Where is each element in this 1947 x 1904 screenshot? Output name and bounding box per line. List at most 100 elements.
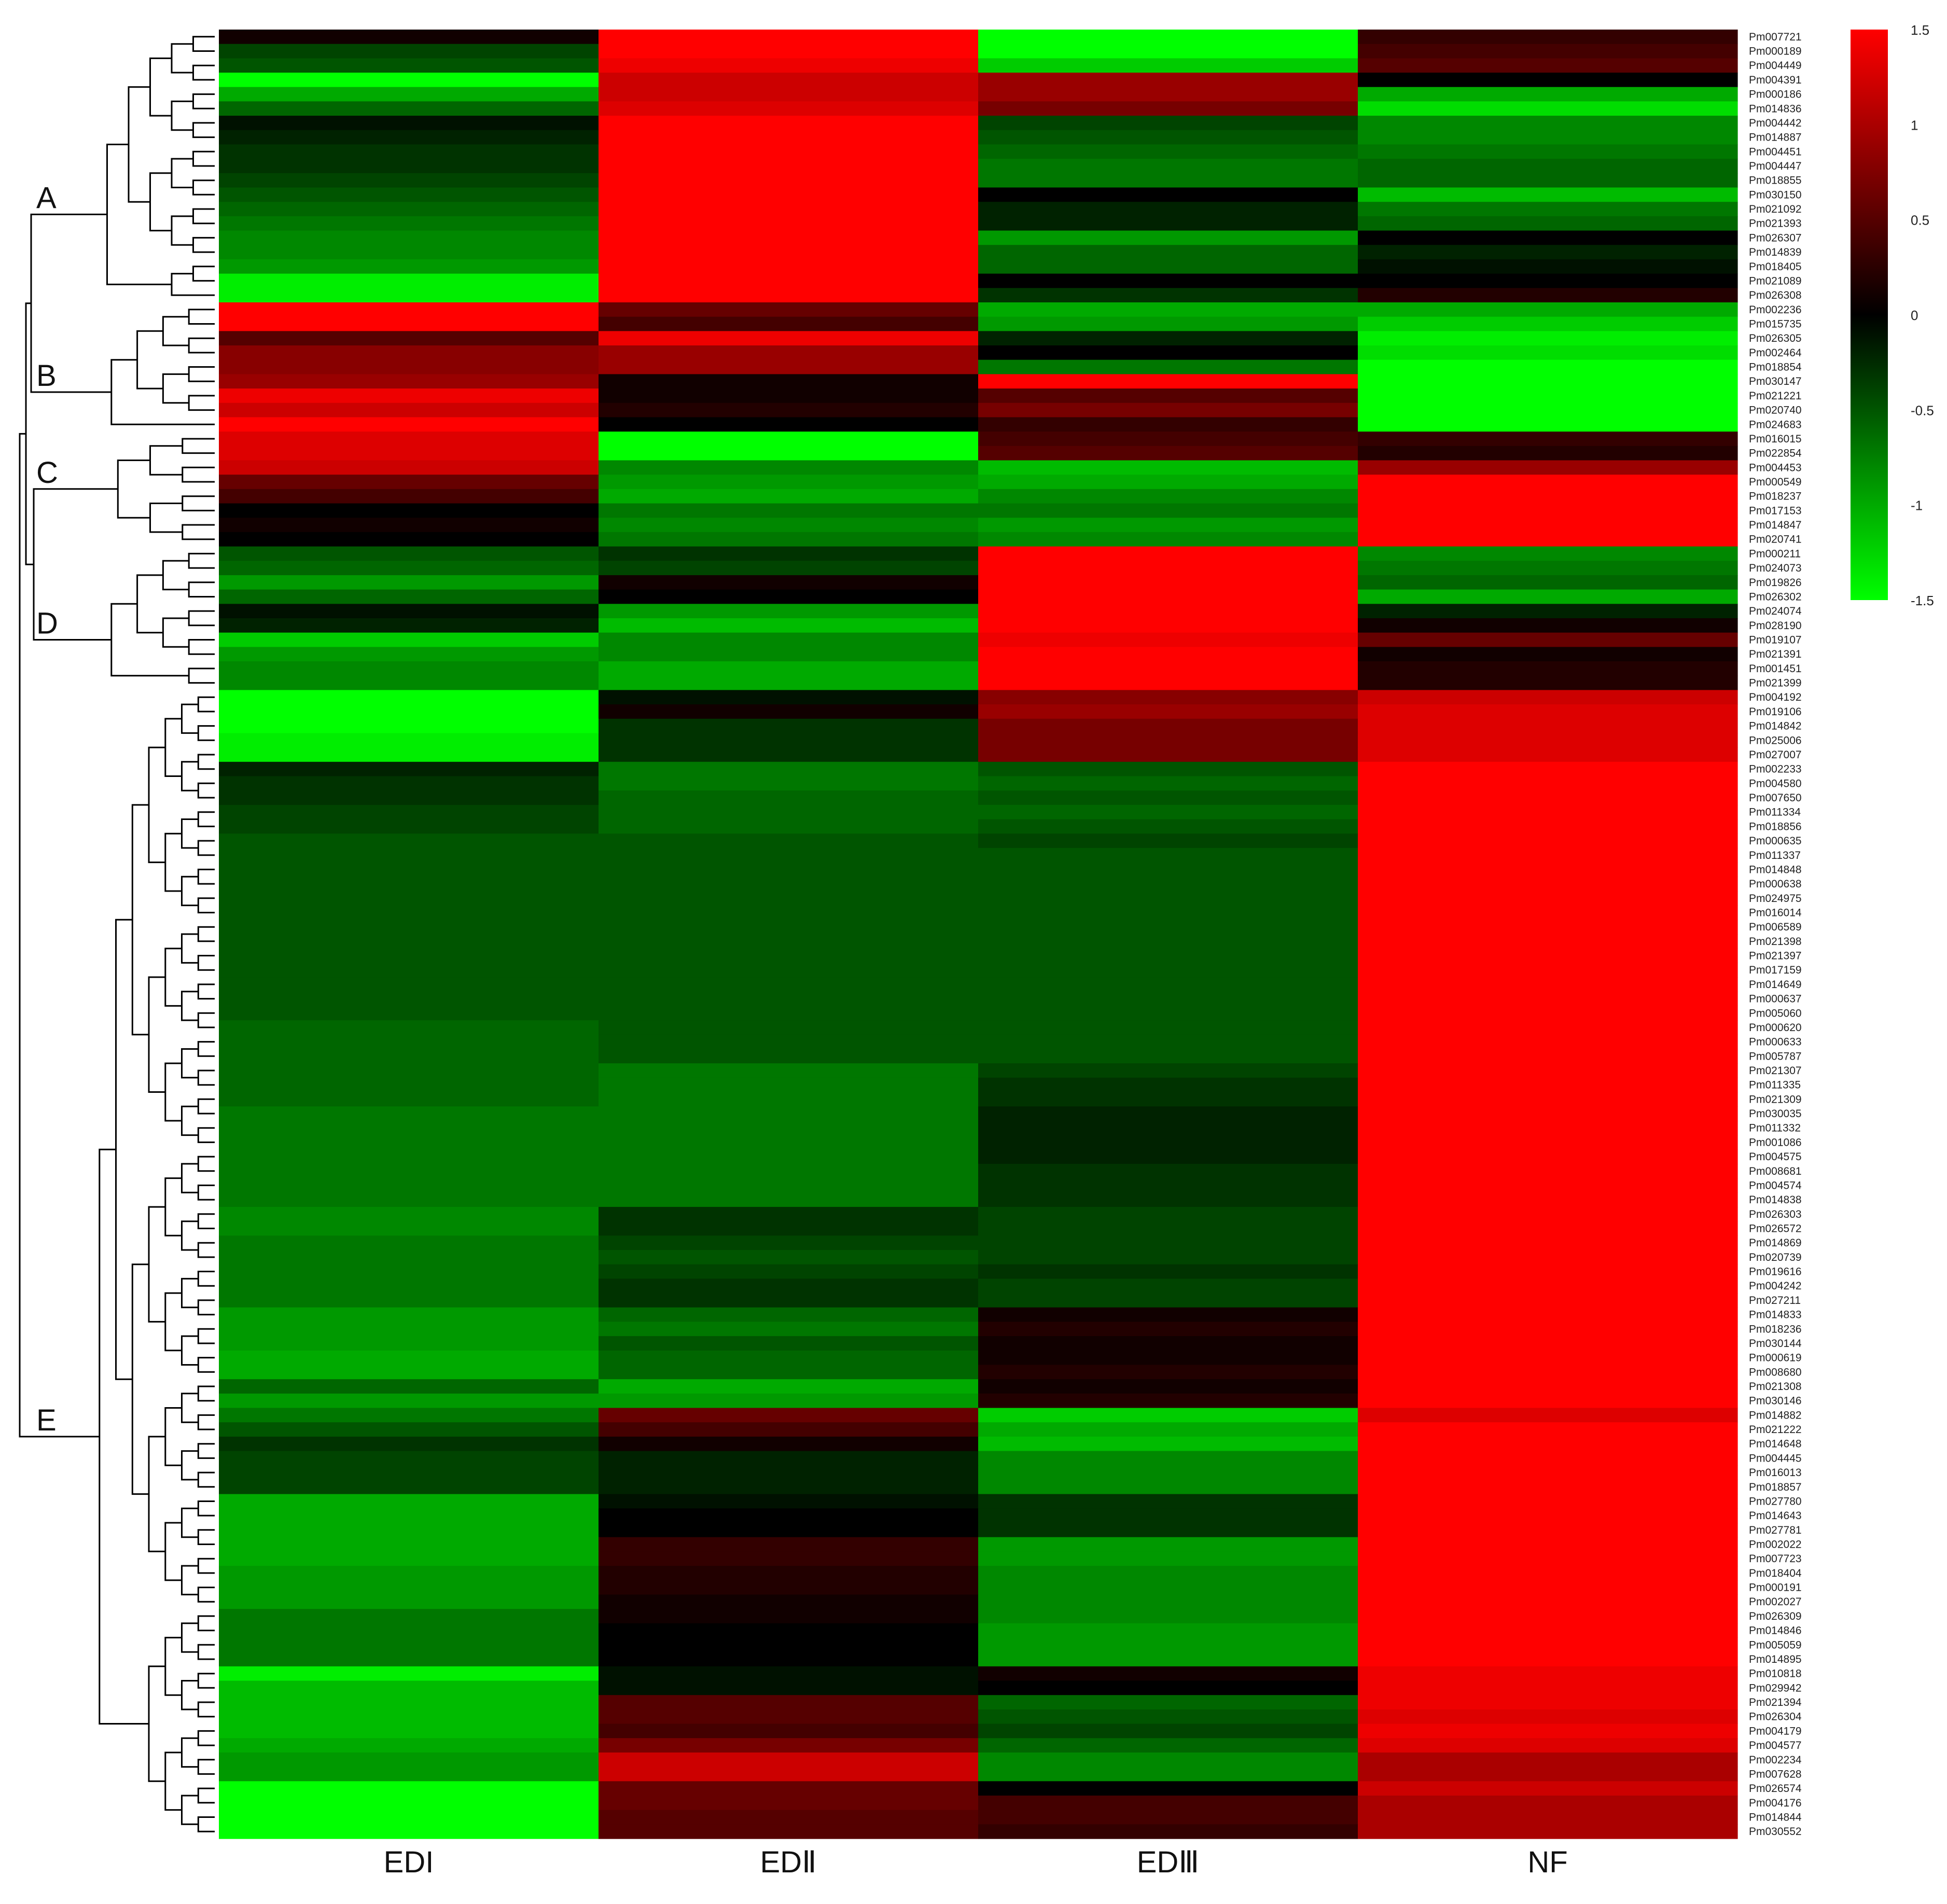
heatmap-cell <box>1358 1709 1738 1725</box>
heatmap-cell <box>599 1580 979 1595</box>
heatmap-cell <box>219 173 599 188</box>
heatmap-cell <box>978 44 1358 59</box>
heatmap-cell <box>978 862 1358 877</box>
heatmap-cell <box>599 589 979 604</box>
heatmap-cell <box>219 1465 599 1480</box>
heatmap-cell <box>978 1508 1358 1523</box>
heatmap-cell <box>599 159 979 174</box>
heatmap-cell <box>1358 475 1738 490</box>
heatmap-cell <box>1358 905 1738 920</box>
heatmap-cell <box>599 116 979 131</box>
heatmap-cell <box>1358 101 1738 116</box>
color-scale-tick: -1.5 <box>1911 593 1934 608</box>
heatmap-cell <box>1358 1293 1738 1308</box>
heatmap-cell <box>599 647 979 662</box>
gene-label: Pm005060 <box>1749 1007 1802 1019</box>
heatmap-cell <box>1358 316 1738 331</box>
gene-label: Pm030144 <box>1749 1338 1802 1350</box>
heatmap-cell <box>1358 1738 1738 1753</box>
gene-label: Pm004179 <box>1749 1725 1802 1737</box>
heatmap-cell <box>219 948 599 963</box>
gene-label: Pm014882 <box>1749 1409 1802 1421</box>
gene-label: Pm024683 <box>1749 419 1802 430</box>
heatmap-cell <box>978 73 1358 88</box>
heatmap-cell <box>219 87 599 102</box>
heatmap-cell <box>219 1020 599 1035</box>
heatmap-cell <box>219 747 599 762</box>
cluster-label: C <box>36 456 58 490</box>
heatmap-cell <box>219 532 599 547</box>
heatmap-cell <box>599 58 979 73</box>
heatmap-cell <box>978 1206 1358 1222</box>
heatmap-cell <box>599 216 979 231</box>
heatmap-cell <box>978 1580 1358 1595</box>
heatmap-cell <box>1358 1221 1738 1236</box>
heatmap-cell <box>599 1609 979 1624</box>
heatmap-cell <box>219 1178 599 1193</box>
heatmap-cell <box>219 733 599 748</box>
heatmap-cell <box>219 446 599 461</box>
heatmap-cell <box>599 331 979 346</box>
heatmap-cell <box>978 1063 1358 1078</box>
gene-label: Pm018404 <box>1749 1567 1802 1579</box>
heatmap-cell <box>599 1350 979 1366</box>
heatmap-cell <box>978 1278 1358 1294</box>
heatmap-cell <box>219 1293 599 1308</box>
heatmap-cell <box>1358 417 1738 432</box>
heatmap-cell <box>1358 1652 1738 1667</box>
heatmap-cell <box>978 1666 1358 1681</box>
gene-labels: Pm007721 Pm000189 Pm004449 Pm004391 Pm000186… <box>1749 31 1802 1838</box>
heatmap-cell <box>978 417 1358 432</box>
heatmap-cell <box>978 1106 1358 1121</box>
heatmap-cell <box>219 776 599 791</box>
gene-label: Pm020739 <box>1749 1252 1802 1263</box>
heatmap-cell <box>219 1451 599 1466</box>
color-scale-legend: 1.5 1 0.5 0 -0.5 -1 -1.5 <box>1851 22 1934 608</box>
heatmap-cell <box>599 1695 979 1710</box>
gene-label: Pm002234 <box>1749 1754 1802 1766</box>
heatmap-cell <box>1358 1824 1738 1839</box>
heatmap-cell <box>219 1077 599 1093</box>
heatmap-cell <box>599 1307 979 1323</box>
heatmap-cell <box>599 1508 979 1523</box>
heatmap-cell <box>219 1709 599 1725</box>
heatmap-cell <box>219 589 599 604</box>
heatmap-cell <box>599 690 979 705</box>
cluster-label: D <box>36 607 58 641</box>
heatmap-cell <box>219 216 599 231</box>
heatmap-cell <box>978 216 1358 231</box>
gene-label: Pm004453 <box>1749 462 1802 474</box>
heatmap-cell <box>1358 1465 1738 1480</box>
heatmap-cell <box>599 288 979 303</box>
gene-label: Pm004176 <box>1749 1797 1802 1809</box>
heatmap-cell <box>978 432 1358 447</box>
heatmap-cell <box>1358 1479 1738 1495</box>
gene-label: Pm018237 <box>1749 491 1802 503</box>
heatmap-cell <box>599 30 979 45</box>
heatmap-cell <box>1358 1680 1738 1695</box>
gene-label: Pm026302 <box>1749 591 1802 603</box>
heatmap-cell <box>1358 503 1738 518</box>
heatmap-cell <box>1358 388 1738 404</box>
heatmap-cell <box>978 187 1358 202</box>
gene-label: Pm020741 <box>1749 534 1802 546</box>
gene-label: Pm000637 <box>1749 993 1802 1005</box>
heatmap-cell <box>978 159 1358 174</box>
gene-label: Pm002022 <box>1749 1539 1802 1551</box>
heatmap-cell <box>599 1451 979 1466</box>
heatmap-cell <box>978 1192 1358 1207</box>
heatmap-cell <box>599 1063 979 1078</box>
heatmap-cell <box>219 877 599 892</box>
heatmap-cell <box>219 1422 599 1437</box>
heatmap-cell <box>599 273 979 288</box>
gene-label: Pm000189 <box>1749 46 1802 58</box>
heatmap-cell <box>219 1379 599 1394</box>
heatmap-cell <box>219 920 599 935</box>
heatmap-cell <box>978 1465 1358 1480</box>
heatmap-cell <box>978 388 1358 404</box>
heatmap-cell <box>1358 1135 1738 1150</box>
heatmap-cell <box>978 1451 1358 1466</box>
heatmap-cell <box>978 690 1358 705</box>
heatmap-cell <box>1358 187 1738 202</box>
heatmap-cell <box>599 847 979 863</box>
